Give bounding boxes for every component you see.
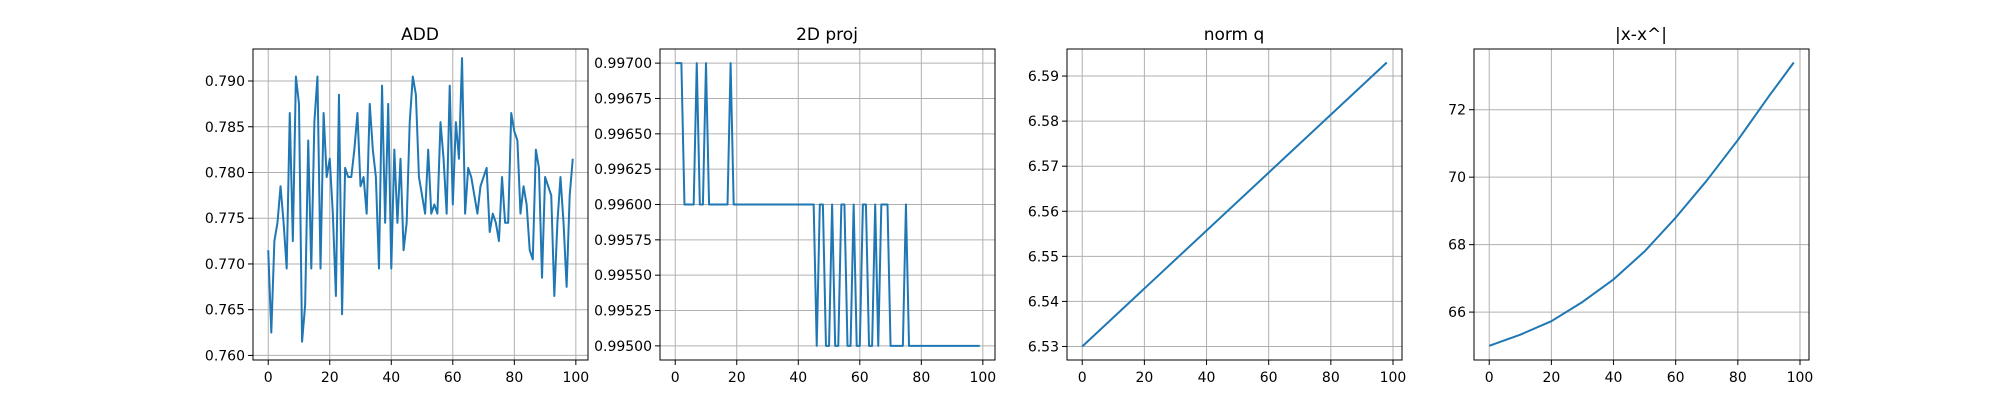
series-line: [1081, 61, 1388, 348]
x-tick-label: 100: [1380, 370, 1407, 386]
y-tick-label: 0.99700: [594, 56, 652, 72]
y-tick-label: 0.760: [205, 348, 245, 364]
y-tick-label: 0.99650: [594, 127, 652, 143]
x-tick-label: 0: [264, 370, 273, 386]
subplot-add: ADD 0 20 40 60 80 100 0.760 0.765 0.770 0.775 0.78…: [205, 25, 589, 386]
x-tick-label: 0: [1485, 370, 1494, 386]
x-tick-label: 0: [1078, 370, 1087, 386]
x-tick-label: 100: [1787, 370, 1814, 386]
subplot-norm-q: norm q 0 20 40 60 80 100 6.53 6.54 6.55 6.56 6.57 6…: [1028, 25, 1407, 386]
series-line: [267, 57, 574, 343]
axes-frame: [252, 48, 589, 361]
y-tick-label: 0.99500: [594, 339, 652, 355]
y-tick-label: 6.59: [1028, 69, 1059, 85]
x-tick-label: 100: [969, 370, 996, 386]
subplot-title: 2D proj: [796, 25, 858, 45]
x-tick-label: 80: [1322, 370, 1340, 386]
y-tick-label: 70: [1448, 170, 1466, 186]
y-tick-label: 0.99600: [594, 198, 652, 214]
y-tick-label: 6.53: [1028, 339, 1059, 355]
y-tick-label: 6.58: [1028, 114, 1059, 130]
subplot-2d-proj: 2D proj 0 20 40 60 80 100 0.99500 0.99525 0.9955…: [594, 25, 996, 386]
y-tick-label: 0.99550: [594, 268, 652, 284]
subplot-title: |x-x^|: [1615, 25, 1667, 45]
axes-frame: [1473, 48, 1810, 361]
y-tick-label: 6.55: [1028, 249, 1059, 265]
x-tick-label: 20: [321, 370, 339, 386]
subplot-abs-error: |x-x^| 0 20 40 60 80 100 66 68 70 72: [1448, 25, 1813, 386]
x-tick-label: 0: [671, 370, 680, 386]
x-tick-label: 40: [1605, 370, 1623, 386]
y-tick-label: 0.99575: [594, 233, 652, 249]
y-tick-label: 0.765: [205, 303, 245, 319]
series-line: [1488, 61, 1795, 347]
x-tick-label: 40: [1198, 370, 1216, 386]
x-tick-label: 60: [444, 370, 462, 386]
y-tick-label: 0.770: [205, 257, 245, 273]
x-tick-label: 40: [789, 370, 807, 386]
x-tick-label: 20: [728, 370, 746, 386]
x-tick-label: 100: [562, 370, 589, 386]
series-line: [675, 62, 980, 347]
x-tick-label: 60: [851, 370, 869, 386]
y-tick-label: 0.775: [205, 211, 245, 227]
y-tick-label: 6.57: [1028, 159, 1059, 175]
axes-frame: [1066, 48, 1403, 361]
subplot-title: norm q: [1204, 25, 1265, 45]
y-tick-label: 66: [1448, 305, 1466, 321]
x-tick-label: 60: [1667, 370, 1685, 386]
x-tick-label: 20: [1542, 370, 1560, 386]
x-tick-label: 80: [1729, 370, 1747, 386]
x-tick-label: 80: [505, 370, 523, 386]
y-tick-label: 72: [1448, 103, 1466, 119]
x-tick-label: 40: [382, 370, 400, 386]
y-tick-label: 0.99525: [594, 304, 652, 320]
y-tick-label: 68: [1448, 238, 1466, 254]
x-tick-label: 60: [1260, 370, 1278, 386]
y-tick-label: 6.56: [1028, 204, 1059, 220]
y-tick-label: 6.54: [1028, 294, 1059, 310]
y-tick-label: 0.99675: [594, 91, 652, 107]
x-tick-label: 80: [912, 370, 930, 386]
subplot-title: ADD: [401, 25, 439, 45]
y-tick-label: 0.790: [205, 74, 245, 90]
x-tick-label: 20: [1135, 370, 1153, 386]
y-tick-label: 0.99625: [594, 162, 652, 178]
y-tick-label: 0.780: [205, 165, 245, 181]
y-tick-label: 0.785: [205, 120, 245, 136]
